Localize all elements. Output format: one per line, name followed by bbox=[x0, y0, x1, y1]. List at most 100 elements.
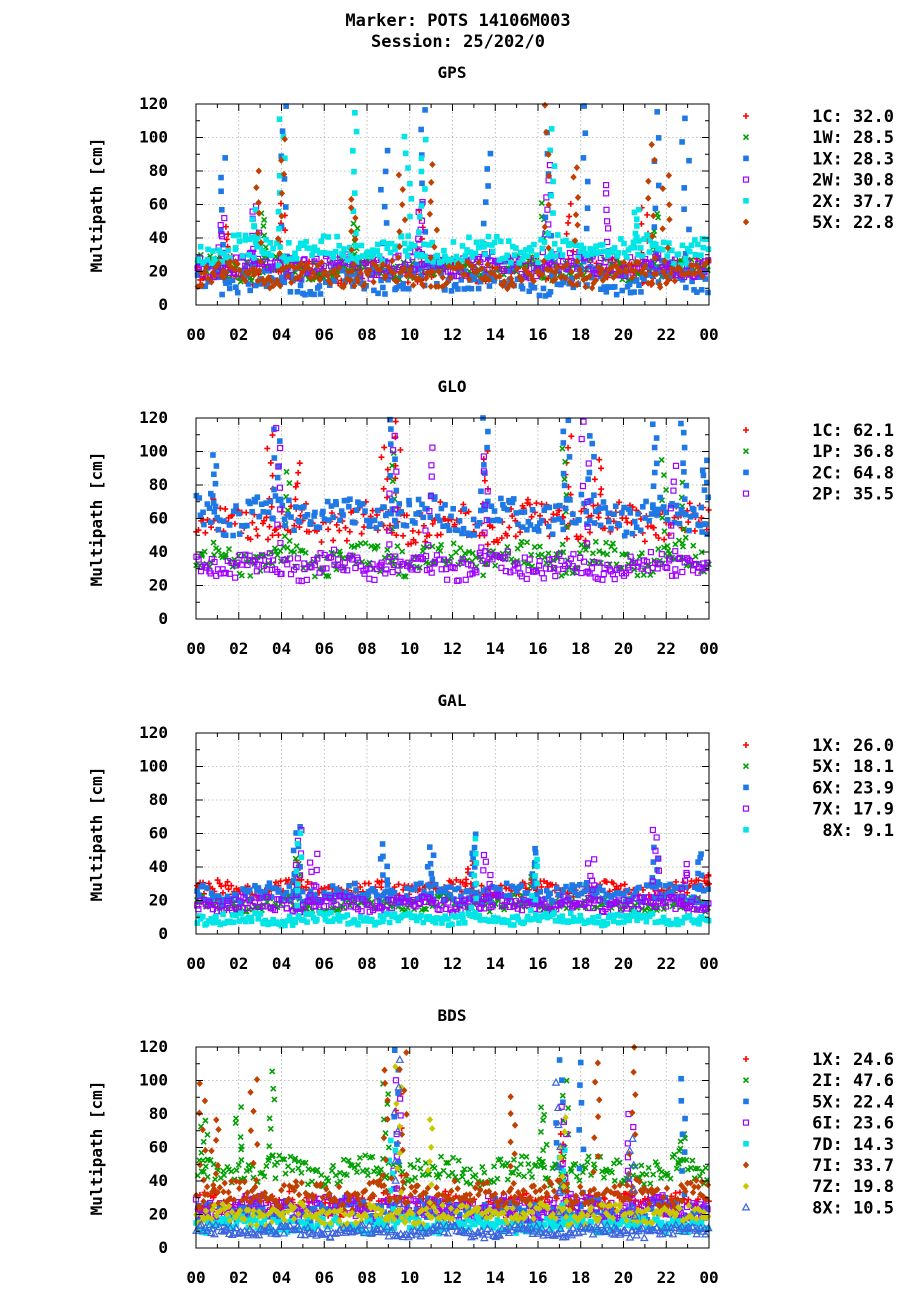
data-point bbox=[405, 233, 411, 239]
data-point bbox=[270, 920, 276, 927]
data-point bbox=[339, 259, 347, 267]
data-point bbox=[242, 237, 249, 243]
data-point bbox=[518, 509, 525, 515]
x-tick-label: 12 bbox=[443, 639, 462, 658]
data-point bbox=[578, 242, 584, 249]
data-point bbox=[665, 172, 673, 180]
data-point bbox=[279, 502, 286, 509]
data-point bbox=[366, 575, 373, 582]
data-point bbox=[611, 912, 618, 919]
data-point bbox=[317, 291, 324, 297]
data-point bbox=[595, 264, 602, 272]
data-point bbox=[556, 247, 563, 253]
data-point bbox=[442, 889, 448, 895]
data-point bbox=[611, 284, 618, 290]
y-tick-label: 40 bbox=[149, 857, 168, 876]
data-point bbox=[413, 881, 420, 888]
data-point bbox=[385, 527, 393, 534]
data-point bbox=[465, 285, 471, 292]
data-point bbox=[357, 914, 364, 920]
data-point bbox=[411, 913, 418, 919]
data-point bbox=[573, 565, 581, 572]
data-point bbox=[485, 888, 492, 895]
data-point bbox=[641, 236, 647, 242]
data-point bbox=[670, 894, 677, 902]
data-point bbox=[255, 915, 262, 922]
data-point bbox=[194, 888, 200, 894]
data-point bbox=[276, 463, 282, 469]
data-point bbox=[664, 542, 671, 549]
data-point bbox=[260, 222, 267, 230]
data-point bbox=[385, 263, 392, 271]
data-point bbox=[629, 530, 636, 537]
plot-area: 00 02 04 06 08 10 12 14 16 18 20 22 0002040608010012… bbox=[139, 94, 719, 344]
data-point bbox=[507, 259, 514, 266]
data-point bbox=[211, 256, 218, 262]
data-point bbox=[422, 229, 429, 235]
data-point bbox=[698, 872, 705, 879]
data-point bbox=[562, 274, 569, 282]
data-point bbox=[208, 519, 214, 526]
data-point bbox=[594, 889, 600, 896]
data-point bbox=[653, 435, 660, 441]
data-points bbox=[193, 823, 712, 929]
data-point bbox=[424, 864, 431, 870]
data-point bbox=[477, 278, 484, 285]
data-point bbox=[448, 256, 454, 263]
data-point bbox=[215, 526, 222, 533]
data-point bbox=[242, 551, 249, 558]
data-point bbox=[556, 507, 563, 514]
data-point bbox=[586, 517, 593, 524]
y-tick-label: 20 bbox=[149, 576, 168, 595]
data-point bbox=[408, 272, 416, 280]
data-point bbox=[298, 854, 305, 861]
data-point bbox=[427, 198, 434, 206]
data-point bbox=[302, 291, 308, 298]
data-point bbox=[490, 914, 497, 921]
data-point bbox=[296, 460, 303, 467]
data-point bbox=[317, 550, 324, 557]
data-point bbox=[621, 240, 627, 247]
data-point bbox=[402, 248, 409, 254]
data-point bbox=[332, 891, 338, 898]
data-point bbox=[567, 497, 573, 503]
data-point bbox=[542, 895, 548, 902]
data-point bbox=[610, 880, 617, 887]
data-point bbox=[442, 287, 448, 293]
data-point bbox=[201, 259, 207, 265]
data-point bbox=[683, 284, 689, 291]
data-point bbox=[644, 279, 652, 287]
x-tick-label: 08 bbox=[357, 639, 376, 658]
data-point bbox=[384, 147, 391, 154]
data-point bbox=[251, 254, 257, 261]
data-point bbox=[694, 896, 701, 903]
data-point bbox=[626, 917, 633, 924]
data-point bbox=[284, 272, 292, 280]
data-point bbox=[510, 496, 517, 502]
legend-label: 1X: 28.3 bbox=[812, 149, 894, 169]
data-point bbox=[226, 279, 233, 286]
data-point bbox=[264, 884, 271, 890]
data-point bbox=[292, 861, 300, 869]
data-point bbox=[306, 528, 313, 535]
data-point bbox=[266, 880, 273, 886]
data-point bbox=[587, 872, 594, 880]
data-point bbox=[358, 530, 365, 537]
data-point bbox=[462, 896, 469, 903]
data-point bbox=[213, 893, 219, 900]
data-point bbox=[299, 268, 306, 276]
data-point bbox=[464, 247, 470, 253]
data-point bbox=[664, 270, 671, 276]
data-point bbox=[485, 276, 493, 284]
data-point bbox=[701, 487, 708, 493]
data-point bbox=[666, 240, 672, 246]
data-point bbox=[333, 901, 340, 908]
data-point bbox=[588, 565, 595, 572]
data-point bbox=[291, 527, 297, 534]
data-point bbox=[226, 258, 234, 266]
data-point bbox=[586, 529, 593, 536]
x-tick-label: 04 bbox=[272, 954, 291, 973]
data-point bbox=[361, 280, 368, 288]
data-point bbox=[272, 885, 279, 891]
